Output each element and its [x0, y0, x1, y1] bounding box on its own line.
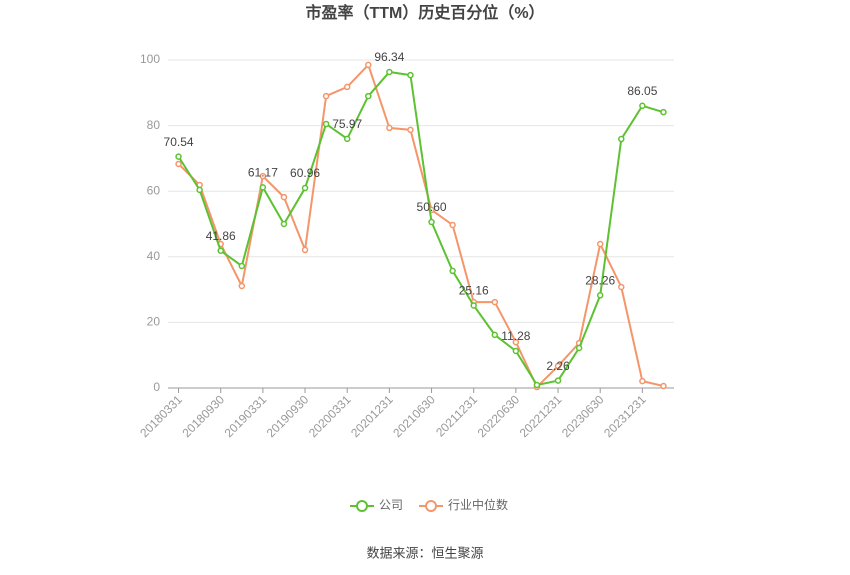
legend-item: 公司: [350, 498, 403, 512]
x-tick-label: 20220630: [475, 392, 523, 440]
data-point: [365, 61, 372, 69]
series-line: [177, 63, 664, 389]
x-tick-label: 20180331: [137, 392, 185, 440]
x-tick-label: 20231231: [601, 392, 649, 440]
legend-label: 公司: [379, 498, 403, 512]
data-point: [512, 338, 520, 346]
y-tick-label: 100: [140, 52, 160, 66]
data-point: [175, 153, 182, 160]
data-point: [554, 362, 562, 370]
source: 数据来源：恒生聚源: [366, 545, 483, 560]
x-tick-label: 20230630: [559, 392, 607, 440]
data-label: 70.54: [164, 135, 194, 149]
data-point: [449, 267, 456, 275]
data-label: 25.16: [459, 284, 489, 298]
data-label: 50.60: [417, 200, 447, 214]
data-point: [512, 347, 520, 355]
data-label: 11.28: [501, 329, 530, 343]
y-tick-label: 40: [147, 249, 161, 263]
data-point: [428, 218, 435, 226]
series-line: [177, 70, 664, 387]
data-point: [660, 382, 667, 390]
data-label: 96.34: [374, 50, 404, 64]
data-point: [449, 221, 456, 229]
data-point: [470, 302, 477, 309]
data-label: 60.96: [290, 166, 320, 180]
data-point: [575, 344, 583, 352]
data-point: [301, 184, 309, 192]
data-point: [491, 298, 499, 306]
x-tick-label: 20221231: [517, 392, 565, 440]
data-label: 28.26: [585, 273, 615, 287]
legend-label: 行业中位数: [448, 497, 508, 512]
data-point: [386, 124, 393, 132]
x-tick-label: 20180930: [179, 392, 227, 440]
legend-item: 行业中位数: [419, 497, 508, 512]
data-point: [238, 282, 246, 290]
data-point: [639, 377, 646, 385]
data-point: [407, 126, 414, 134]
data-point: [322, 92, 330, 100]
data-point: [365, 92, 372, 100]
y-tick-label: 80: [147, 118, 161, 132]
data-point: [533, 381, 541, 389]
data-label: 2.26: [546, 359, 570, 373]
data-point: [217, 247, 224, 254]
data-label: 86.05: [627, 84, 657, 98]
data-point: [618, 283, 625, 291]
data-point: [407, 71, 414, 79]
data-point: [322, 120, 330, 128]
legend-marker: [356, 500, 368, 512]
data-point: [554, 377, 562, 384]
data-point: [196, 186, 203, 194]
y-tick-label: 60: [147, 183, 161, 197]
x-tick-label: 20200331: [306, 392, 354, 440]
y-tick-label: 0: [153, 380, 160, 394]
data-point: [280, 220, 288, 228]
data-point: [596, 292, 604, 299]
data-point: [175, 160, 182, 168]
data-point: [639, 102, 646, 110]
data-point: [343, 135, 351, 143]
data-point: [596, 240, 604, 248]
data-point: [343, 83, 351, 91]
data-point: [259, 172, 267, 180]
data-point: [660, 108, 667, 116]
data-label: 41.86: [206, 229, 236, 243]
data-point: [280, 193, 288, 201]
chart-title: 市盈率（TTM）历史百分位（%）: [305, 3, 544, 22]
x-tick-label: 20211231: [433, 392, 480, 439]
data-label: 75.97: [332, 117, 362, 131]
data-point: [259, 184, 267, 191]
x-tick-label: 20210630: [390, 392, 438, 440]
x-tick-label: 20190331: [222, 392, 270, 440]
data-label: 61.17: [248, 166, 278, 180]
data-point: [618, 135, 625, 143]
data-point: [238, 262, 246, 270]
x-tick-label: 20190930: [264, 392, 312, 440]
data-point: [386, 68, 393, 76]
y-tick-label: 20: [147, 315, 161, 329]
data-point: [301, 246, 309, 254]
data-point: [491, 331, 499, 339]
legend-marker: [425, 500, 438, 512]
x-tick-label: 20201231: [348, 392, 396, 440]
